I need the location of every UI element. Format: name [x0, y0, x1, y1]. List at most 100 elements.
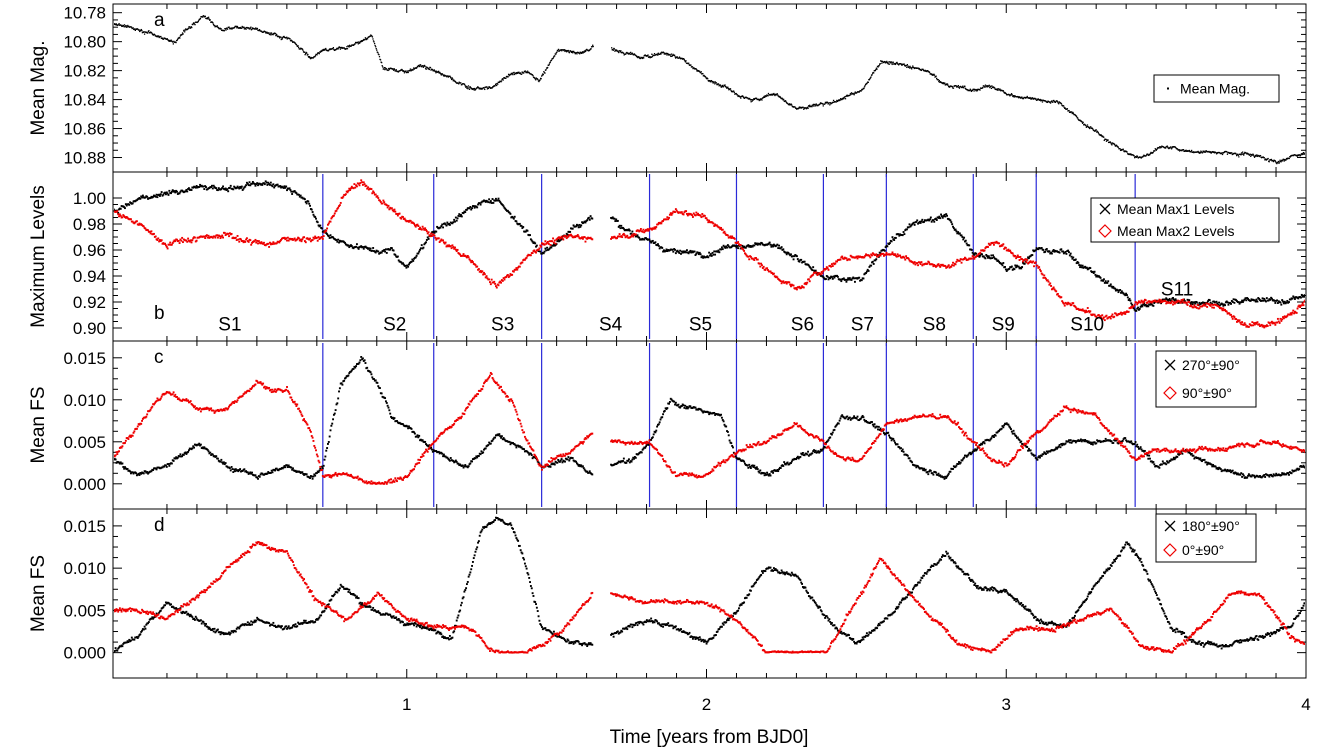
- data-point: [683, 59, 686, 61]
- data-point: [776, 276, 779, 279]
- data-point: [490, 278, 493, 281]
- data-point: [462, 253, 465, 256]
- data-point: [452, 246, 455, 248]
- data-point: [743, 249, 746, 252]
- data-point: [468, 207, 471, 210]
- data-point: [815, 105, 817, 107]
- data-point: [986, 86, 989, 88]
- data-point: [336, 47, 338, 49]
- data-point: [1243, 298, 1246, 301]
- data-point: [591, 46, 593, 48]
- data-point: [276, 34, 278, 36]
- data-point: [1247, 298, 1250, 300]
- data-point: [1280, 161, 1282, 163]
- data-point: [860, 90, 862, 92]
- data-point: [1133, 155, 1135, 157]
- data-point: [540, 78, 542, 80]
- data-point: [1282, 302, 1285, 305]
- data-point: [311, 239, 314, 242]
- data-point: [1026, 95, 1028, 98]
- data-point: [1215, 152, 1217, 154]
- data-point: [1204, 303, 1207, 306]
- data-point: [168, 40, 170, 42]
- data-point: [734, 245, 737, 248]
- data-point: [1078, 264, 1081, 267]
- data-point: [737, 95, 739, 98]
- data-point: [194, 186, 197, 189]
- data-point: [1008, 267, 1011, 270]
- data-point: [534, 242, 537, 245]
- data-point: [1125, 292, 1128, 295]
- data-point: [242, 241, 245, 244]
- data-point: [753, 244, 756, 247]
- data-point: [533, 77, 536, 79]
- data-point: [970, 90, 973, 93]
- data-point: [698, 70, 701, 72]
- data-point: [668, 213, 671, 216]
- data-point: [467, 88, 469, 90]
- data-point: [442, 239, 445, 242]
- data-point: [385, 251, 388, 254]
- data-point: [1088, 127, 1091, 130]
- data-point: [1289, 156, 1292, 158]
- data-point: [1265, 297, 1268, 300]
- data-point: [987, 242, 990, 245]
- data-point: [891, 251, 894, 254]
- data-point: [631, 230, 634, 233]
- data-point: [913, 66, 915, 69]
- data-point: [470, 261, 473, 264]
- data-point: [509, 212, 512, 215]
- data-point: [1072, 112, 1075, 114]
- legend-label: Mean Mag.: [1180, 81, 1250, 97]
- data-point: [714, 253, 717, 256]
- data-point: [731, 235, 734, 238]
- data-point: [836, 260, 838, 263]
- data-point: [674, 252, 677, 255]
- data-point: [649, 240, 652, 243]
- data-point: [706, 255, 709, 258]
- data-point: [495, 83, 497, 85]
- data-point: [1253, 156, 1256, 158]
- data-point: [447, 75, 449, 77]
- data-point: [451, 222, 454, 225]
- data-point: [850, 278, 853, 281]
- data-point: [543, 250, 546, 253]
- data-point: [272, 33, 274, 36]
- data-point: [422, 227, 425, 230]
- data-point: [1089, 310, 1092, 313]
- data-point: [418, 65, 421, 68]
- data-point: [565, 50, 567, 52]
- data-point: [304, 53, 306, 56]
- data-point: [850, 93, 852, 96]
- data-point: [1203, 150, 1205, 152]
- data-point: [572, 224, 575, 227]
- data-point: [388, 69, 390, 71]
- data-point: [430, 232, 433, 235]
- data-point: [249, 239, 252, 242]
- data-point: [583, 51, 586, 53]
- data-point: [1022, 97, 1025, 100]
- data-point: [890, 240, 893, 243]
- data-point: [1283, 158, 1285, 161]
- data-point: [1120, 313, 1123, 316]
- data-point: [253, 182, 256, 185]
- data-point: [836, 274, 838, 277]
- data-point: [581, 52, 583, 54]
- data-point: [1129, 153, 1131, 155]
- data-point: [254, 238, 257, 241]
- data-point: [749, 99, 752, 101]
- data-point: [344, 193, 347, 196]
- data-point: [403, 217, 406, 220]
- data-point: [1081, 264, 1084, 267]
- data-point: [339, 48, 342, 50]
- data-point: [364, 39, 366, 41]
- data-point: [1294, 298, 1296, 300]
- data-point: [1241, 301, 1244, 303]
- data-point: [317, 236, 320, 238]
- data-point: [699, 253, 702, 256]
- data-point: [990, 85, 992, 87]
- data-point: [256, 28, 258, 30]
- data-point: [973, 90, 975, 92]
